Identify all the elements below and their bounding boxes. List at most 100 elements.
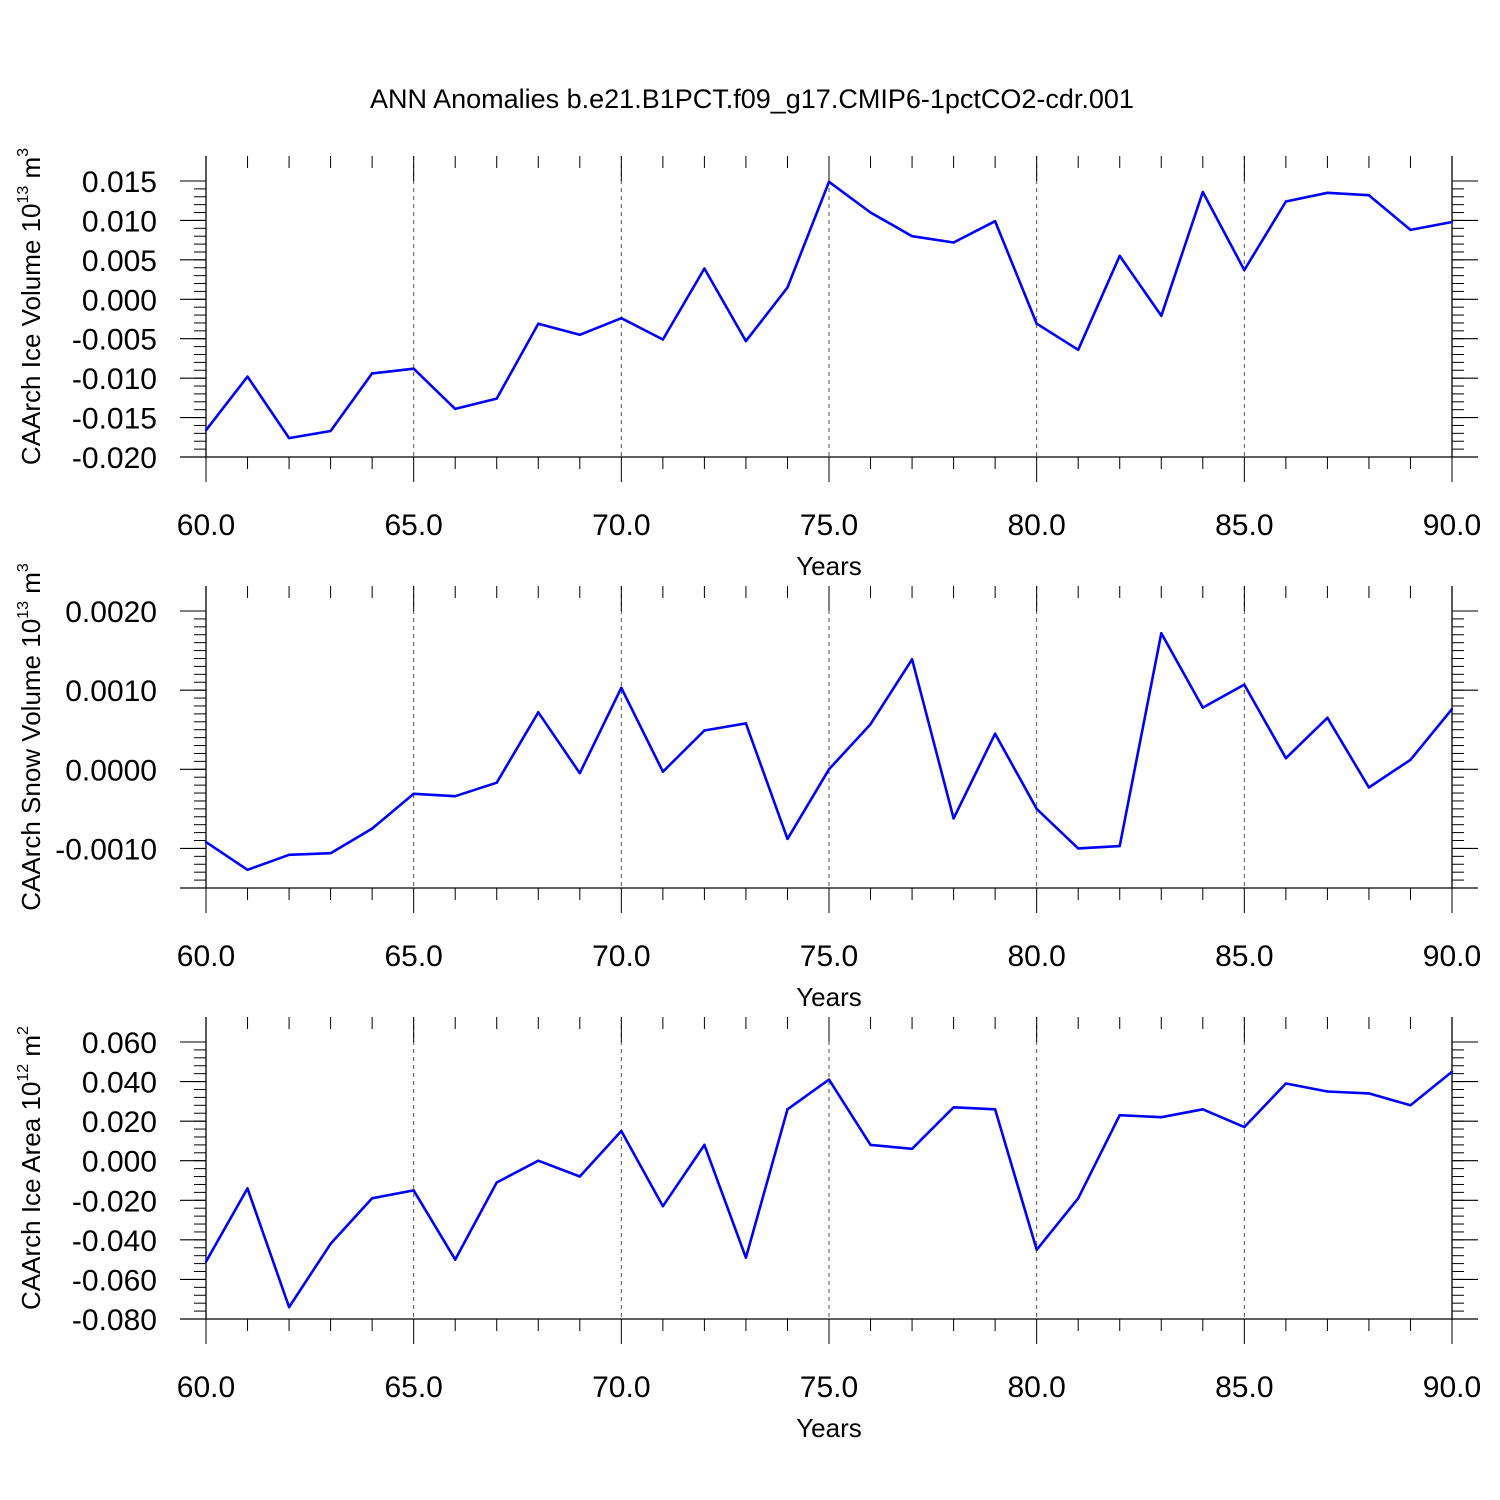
data-point: [1284, 757, 1288, 760]
data-point: [869, 722, 872, 726]
data-point: [1118, 844, 1121, 848]
y-tick-label: -0.060: [72, 1264, 157, 1297]
x-tick-label: 80.0: [1007, 509, 1065, 542]
chart-panel-1: -0.020 -0.015 -0.010 -0.005 0.000 0.005 0.010 0…: [15, 148, 1481, 581]
data-point: [495, 1181, 498, 1184]
data-point: [412, 1189, 415, 1192]
data-point: [287, 1305, 291, 1309]
y-tick-label: 0.040: [82, 1067, 157, 1100]
y-tick-label: -0.015: [72, 403, 157, 436]
y-tick-label: 0.0010: [65, 675, 157, 708]
data-point: [495, 397, 498, 400]
data-point: [910, 1147, 914, 1151]
data-point: [910, 235, 914, 238]
data-point: [1367, 786, 1371, 789]
data-point: [786, 1108, 789, 1111]
x-tick-label: 85.0: [1215, 1371, 1273, 1404]
data-point: [744, 722, 748, 725]
y-tick-label: 0.000: [82, 1146, 157, 1179]
panels-group: -0.020 -0.015 -0.010 -0.005 0.000 0.005 0.010 0…: [15, 148, 1481, 1443]
y-tick-label: 0.0020: [65, 596, 157, 629]
data-point: [786, 286, 789, 289]
x-tick-label: 75.0: [800, 1371, 858, 1404]
x-tick-label: 65.0: [384, 509, 442, 542]
data-point: [1450, 1070, 1454, 1073]
data-point: [1243, 683, 1246, 686]
data-point: [370, 827, 374, 830]
x-tick-label: 60.0: [177, 509, 235, 542]
data-point: [1077, 1197, 1080, 1200]
data-point: [329, 1242, 332, 1246]
data-point: [1160, 314, 1163, 318]
data-point: [495, 781, 498, 784]
data-point: [910, 658, 914, 661]
y-tick-label: -0.020: [72, 442, 157, 475]
y-tick-label: -0.0010: [55, 833, 157, 866]
data-point: [246, 868, 249, 871]
x-tick-label: 60.0: [177, 940, 235, 973]
data-point: [1409, 758, 1412, 761]
y-tick-label: -0.010: [72, 363, 157, 396]
data-point: [1077, 348, 1080, 351]
data-point: [869, 211, 872, 214]
chart-panel-2: -0.0010 0.0000 0.0010 0.0020 60.0 65.0 70.0 75.…: [15, 563, 1481, 1012]
data-point: [204, 840, 208, 844]
y-axis-label: CAArch Ice Area 1012 m2: [15, 1026, 46, 1310]
data-point: [1284, 200, 1288, 203]
x-tick-label: 65.0: [384, 1371, 442, 1404]
data-point: [1077, 847, 1080, 850]
data-point: [1201, 190, 1205, 194]
x-tick-label: 65.0: [384, 940, 442, 973]
x-tick-label: 80.0: [1007, 1371, 1065, 1404]
x-tick-label: 90.0: [1423, 509, 1481, 542]
x-tick-label: 70.0: [592, 509, 650, 542]
data-point: [869, 1143, 872, 1147]
data-point: [620, 317, 623, 320]
y-tick-label: 0.005: [82, 245, 157, 278]
x-tick-label: 90.0: [1423, 940, 1481, 973]
data-point: [661, 770, 665, 773]
data-point: [1450, 220, 1454, 224]
data-point: [786, 837, 789, 841]
data-point: [1326, 1090, 1329, 1093]
data-point: [537, 1159, 540, 1162]
data-point: [1409, 228, 1412, 232]
x-axis-label: Years: [796, 551, 862, 581]
data-point: [370, 1197, 374, 1200]
data-point: [1160, 631, 1163, 635]
data-point: [993, 1108, 997, 1111]
data-point: [1201, 706, 1205, 709]
x-tick-label: 75.0: [800, 509, 858, 542]
data-point: [454, 407, 457, 411]
y-tick-label: -0.080: [72, 1304, 157, 1337]
data-point: [1243, 268, 1246, 272]
data-point: [287, 436, 291, 440]
data-point: [1367, 193, 1371, 197]
data-point: [1243, 1125, 1246, 1129]
x-tick-label: 80.0: [1007, 940, 1065, 973]
data-point: [952, 817, 955, 820]
data-point: [827, 768, 831, 771]
data-point: [329, 851, 332, 855]
data-point: [287, 853, 291, 856]
data-point: [744, 1256, 748, 1259]
data-point: [370, 372, 374, 375]
x-tick-label: 75.0: [800, 940, 858, 973]
data-point: [1035, 322, 1038, 325]
data-point: [620, 686, 623, 689]
y-tick-label: 0.060: [82, 1027, 157, 1060]
data-point: [1284, 1082, 1288, 1085]
x-axis-label: Years: [796, 982, 862, 1012]
x-axis-label: Years: [796, 1413, 862, 1443]
x-tick-label: 70.0: [592, 940, 650, 973]
data-point: [703, 729, 706, 732]
data-point: [1409, 1104, 1412, 1107]
y-tick-label: -0.040: [72, 1225, 157, 1258]
x-tick-label: 90.0: [1423, 1371, 1481, 1404]
data-point: [993, 220, 997, 223]
data-point: [1160, 1115, 1163, 1119]
data-point: [620, 1129, 623, 1133]
data-point: [412, 792, 415, 796]
chart-panel-3: -0.080 -0.060 -0.040 -0.020 0.000 0.020 0.040 0…: [15, 1017, 1481, 1443]
